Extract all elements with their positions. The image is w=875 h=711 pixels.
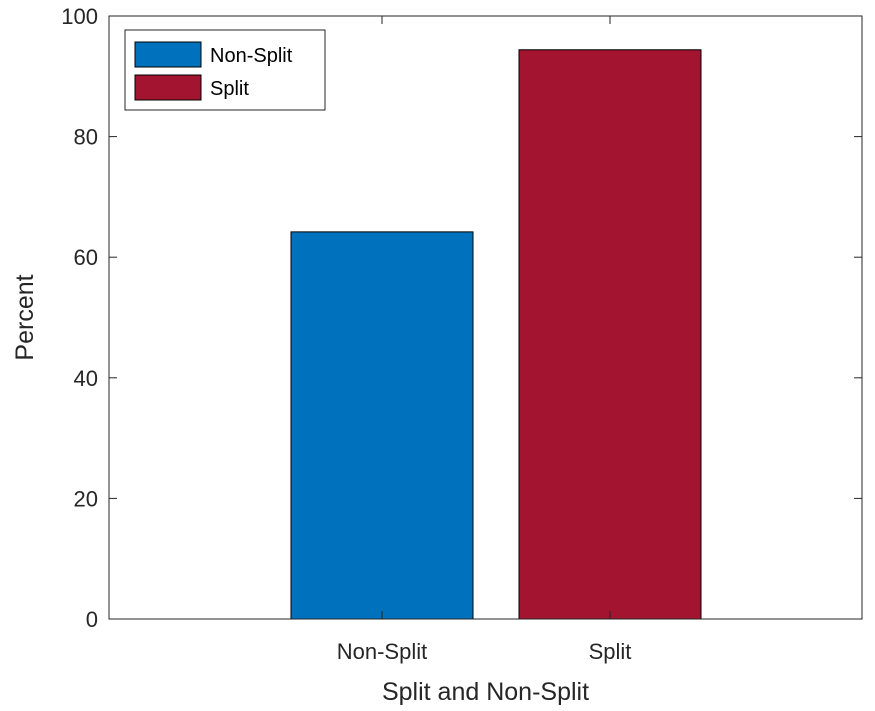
y-tick-label: 80 [74,125,98,150]
x-axis-title: Split and Non-Split [382,678,589,706]
plot-area [109,16,862,619]
y-axis-ticks: 0 20 40 60 80 100 [61,4,862,632]
bar-split [518,49,702,620]
legend-label-non-split: Non-Split [210,45,293,67]
x-tick-label: Split [589,639,632,664]
legend-swatch-split [134,74,202,101]
x-tick-label: Non-Split [337,639,427,664]
x-axis-ticks: Non-Split Split [337,16,632,664]
legend: Non-Split Split [124,29,326,111]
bar-non-split [290,231,474,620]
legend-label-split: Split [210,78,249,100]
legend-swatch-non-split [134,41,202,68]
axes-group [108,15,863,620]
y-tick-label: 40 [74,366,98,391]
bars-group [290,49,702,620]
y-tick-label: 0 [86,607,98,632]
axes-frame [108,15,863,620]
y-tick-label: 20 [74,486,98,511]
y-tick-label: 100 [61,4,98,29]
y-tick-label: 60 [74,245,98,270]
y-axis-title: Percent [11,274,39,360]
